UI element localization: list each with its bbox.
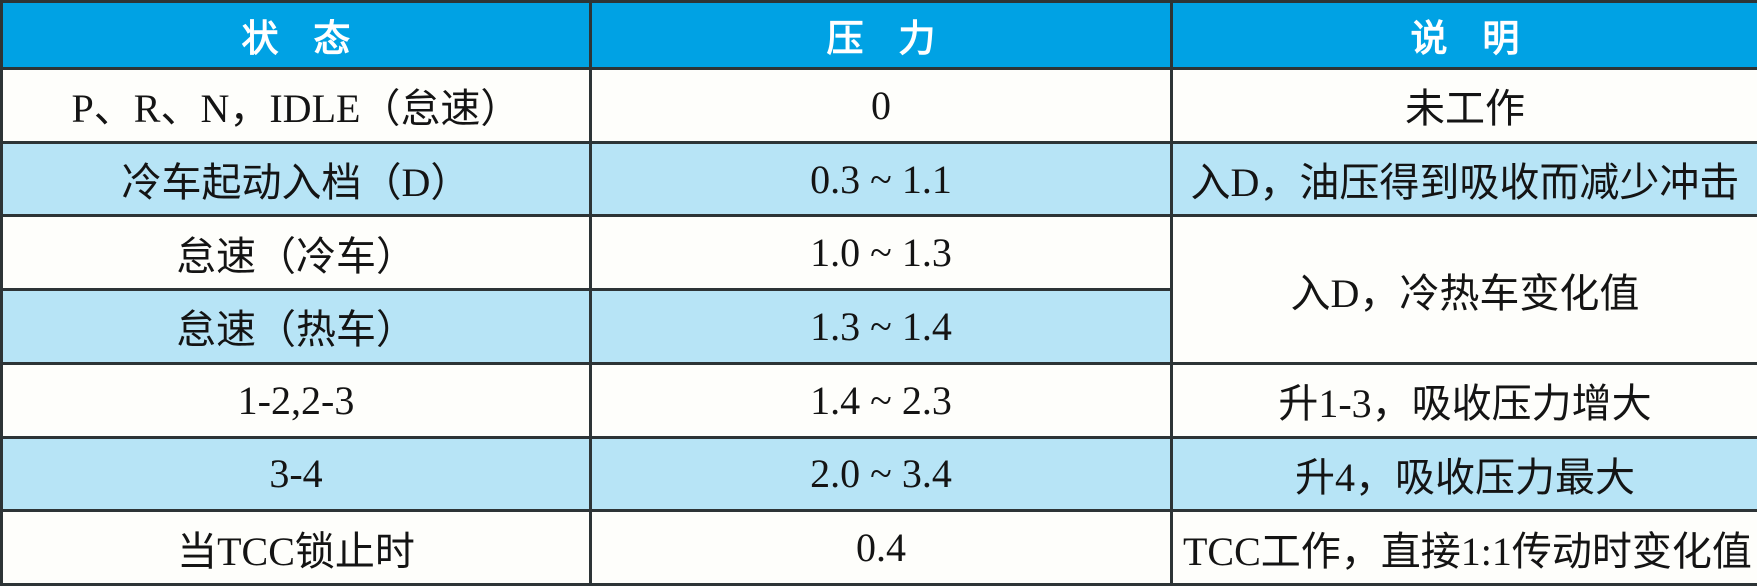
state-cell: P、R、N，IDLE（怠速） (0, 67, 592, 144)
table-row: 冷车起动入档（D） 0.3 ~ 1.1 入D，油压得到吸收而减少冲击 (0, 140, 1757, 218)
column-header-state: 状 态 (0, 0, 592, 70)
table-row: 怠速（冷车） 1.0 ~ 1.3 入D，冷热车变化值 (0, 214, 1757, 365)
note-cell-merged: 入D，冷热车变化值 (1170, 214, 1757, 365)
table-row: 3-4 2.0 ~ 3.4 升4，吸收压力最大 (0, 435, 1757, 513)
state-cell: 1-2,2-3 (0, 361, 592, 439)
note-cell: TCC工作，直接1:1传动时变化值 (1170, 509, 1757, 586)
table-row: 1-2,2-3 1.4 ~ 2.3 升1-3，吸收压力增大 (0, 361, 1757, 439)
header-row: 状 态 压 力 说 明 (0, 0, 1757, 70)
note-cell: 升4，吸收压力最大 (1170, 435, 1757, 513)
pressure-cell: 1.4 ~ 2.3 (589, 361, 1173, 439)
pressure-cell: 2.0 ~ 3.4 (589, 435, 1173, 513)
state-cell: 3-4 (0, 435, 592, 513)
column-header-note: 说 明 (1170, 0, 1757, 70)
pressure-cell: 0.3 ~ 1.1 (589, 140, 1173, 218)
table-row: 怠速（热车） 1.3 ~ 1.4 (0, 288, 1757, 365)
pressure-cell: 1.0 ~ 1.3 (589, 214, 1173, 292)
pressure-cell: 0.4 (589, 509, 1173, 586)
state-cell: 冷车起动入档（D） (0, 140, 592, 218)
table-row: P、R、N，IDLE（怠速） 0 未工作 (0, 67, 1757, 144)
pressure-cell: 0 (589, 67, 1173, 144)
column-header-pressure: 压 力 (589, 0, 1173, 70)
note-cell: 未工作 (1170, 67, 1757, 144)
note-cell: 入D，油压得到吸收而减少冲击 (1170, 140, 1757, 218)
table-row: 当TCC锁止时 0.4 TCC工作，直接1:1传动时变化值 (0, 509, 1757, 586)
state-cell: 当TCC锁止时 (0, 509, 592, 586)
pressure-cell: 1.3 ~ 1.4 (589, 288, 1173, 365)
state-cell: 怠速（冷车） (0, 214, 592, 292)
note-cell: 升1-3，吸收压力增大 (1170, 361, 1757, 439)
state-cell: 怠速（热车） (0, 288, 592, 365)
